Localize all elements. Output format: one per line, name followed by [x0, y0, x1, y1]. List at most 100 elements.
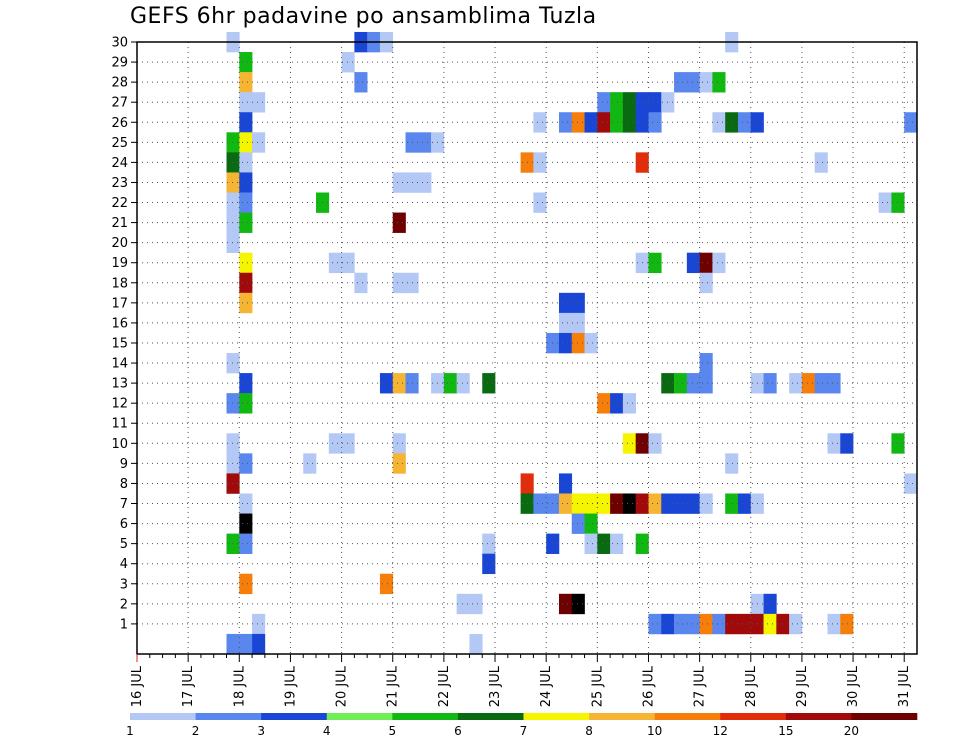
- heatmap-cell: [610, 493, 624, 514]
- heatmap-cell: [699, 272, 713, 294]
- heatmap-cell: [456, 593, 470, 615]
- heatmap-cell: [239, 272, 253, 294]
- x-tick-label: 26 JUL: [641, 665, 656, 707]
- heatmap-cell: [239, 292, 253, 314]
- colorbar-segment: [195, 713, 262, 720]
- heatmap-cell: [571, 593, 585, 615]
- heatmap-cell: [533, 112, 547, 133]
- heatmap-cell: [597, 92, 611, 113]
- colorbar-label: 8: [585, 724, 593, 738]
- x-tick-label: 27 JUL: [693, 665, 708, 707]
- colorbar-label: 2: [192, 724, 200, 738]
- heatmap-cell: [443, 373, 457, 394]
- heatmap-cell: [801, 373, 816, 394]
- heatmap-cell: [226, 172, 240, 193]
- heatmap-cell: [239, 192, 253, 213]
- heatmap-cell: [699, 373, 713, 394]
- x-tick-label: 20 JUL: [335, 665, 350, 707]
- heatmap-cell: [379, 373, 394, 394]
- heatmap-cell: [725, 613, 739, 635]
- y-tick-label: 30: [111, 36, 128, 51]
- y-tick-label: 14: [111, 357, 128, 372]
- colorbar-label: 3: [257, 724, 265, 738]
- heatmap-cell: [252, 633, 266, 655]
- heatmap-cell: [226, 433, 240, 454]
- x-tick-label: 19 JUL: [283, 665, 298, 707]
- heatmap-cell: [622, 112, 636, 133]
- y-tick-label: 8: [120, 477, 128, 492]
- heatmap-cell: [597, 533, 611, 554]
- y-tick-label: 27: [111, 96, 128, 111]
- heatmap-cell: [226, 633, 240, 655]
- heatmap-cell: [239, 112, 253, 133]
- heatmap-cell: [392, 433, 406, 454]
- heatmap-cell: [239, 533, 253, 554]
- heatmap-cell: [584, 533, 598, 554]
- heatmap-cell: [226, 152, 240, 173]
- heatmap-cell: [341, 252, 355, 274]
- heatmap-cell: [571, 332, 585, 354]
- y-tick-label: 11: [111, 417, 128, 432]
- heatmap-cell: [252, 92, 266, 113]
- heatmap-cell: [827, 373, 841, 394]
- colorbar-segment: [523, 713, 590, 720]
- heatmap-cell: [814, 152, 828, 173]
- colorbar-label: 20: [844, 724, 859, 738]
- colorbar-label: 1: [126, 724, 134, 738]
- heatmap-cell: [597, 393, 611, 414]
- heatmap-cell: [584, 112, 598, 133]
- heatmap-cell: [226, 132, 240, 153]
- heatmap-cell: [789, 613, 803, 635]
- y-tick-label: 20: [111, 236, 128, 251]
- colorbar-segment: [130, 713, 196, 720]
- colorbar-segment: [654, 713, 721, 720]
- heatmap-cell: [827, 433, 841, 454]
- heatmap-cell: [674, 72, 688, 93]
- colorbar-label: 12: [713, 724, 728, 738]
- colorbar-label: 5: [389, 724, 397, 738]
- heatmap-cell: [827, 613, 841, 635]
- heatmap-cell: [558, 292, 573, 314]
- heatmap-cell: [226, 232, 240, 253]
- heatmap-cell: [418, 172, 432, 193]
- y-tick-label: 4: [120, 557, 128, 572]
- y-tick-label: 28: [111, 76, 128, 91]
- heatmap-cell: [763, 613, 777, 635]
- y-tick-label: 29: [111, 56, 128, 71]
- heatmap-cell: [904, 473, 918, 494]
- y-tick-label: 17: [111, 296, 128, 311]
- heatmap-cell: [725, 493, 739, 514]
- heatmap-cell: [239, 633, 253, 655]
- colorbar-label: 4: [323, 724, 331, 738]
- heatmap-cell: [610, 92, 624, 113]
- x-tick-label: 30 JUL: [846, 665, 861, 707]
- y-tick-label: 1: [120, 617, 128, 632]
- x-tick-label: 17 JUL: [181, 665, 196, 707]
- heatmap-cell: [622, 393, 636, 414]
- y-tick-label: 25: [111, 136, 128, 151]
- heatmap-cell: [571, 292, 585, 314]
- heatmap-cell: [341, 52, 355, 73]
- heatmap-cell: [239, 212, 253, 233]
- heatmap-cell: [840, 433, 854, 454]
- heatmap-cell: [622, 433, 636, 454]
- y-tick-label: 18: [111, 276, 128, 291]
- heatmap-cell: [737, 493, 752, 514]
- heatmap-cell: [686, 373, 700, 394]
- heatmap-cell: [648, 252, 662, 274]
- x-tick-label: 28 JUL: [744, 665, 759, 707]
- heatmap-cell: [239, 513, 253, 534]
- x-tick-label: 24 JUL: [539, 665, 554, 707]
- heatmap-cell: [610, 533, 624, 554]
- heatmap-cell: [239, 132, 253, 153]
- heatmap-cell: [239, 52, 253, 73]
- heatmap-cell: [686, 252, 700, 274]
- y-tick-label: 12: [111, 397, 128, 412]
- heatmap-cell: [226, 473, 240, 494]
- heatmap-cell: [226, 453, 240, 474]
- heatmap-cell: [239, 373, 253, 394]
- heatmap-cell: [533, 152, 547, 173]
- heatmap-cell: [584, 513, 598, 534]
- y-tick-label: 21: [111, 216, 128, 231]
- chart-title: GEFS 6hr padavine po ansamblima Tuzla: [130, 4, 597, 29]
